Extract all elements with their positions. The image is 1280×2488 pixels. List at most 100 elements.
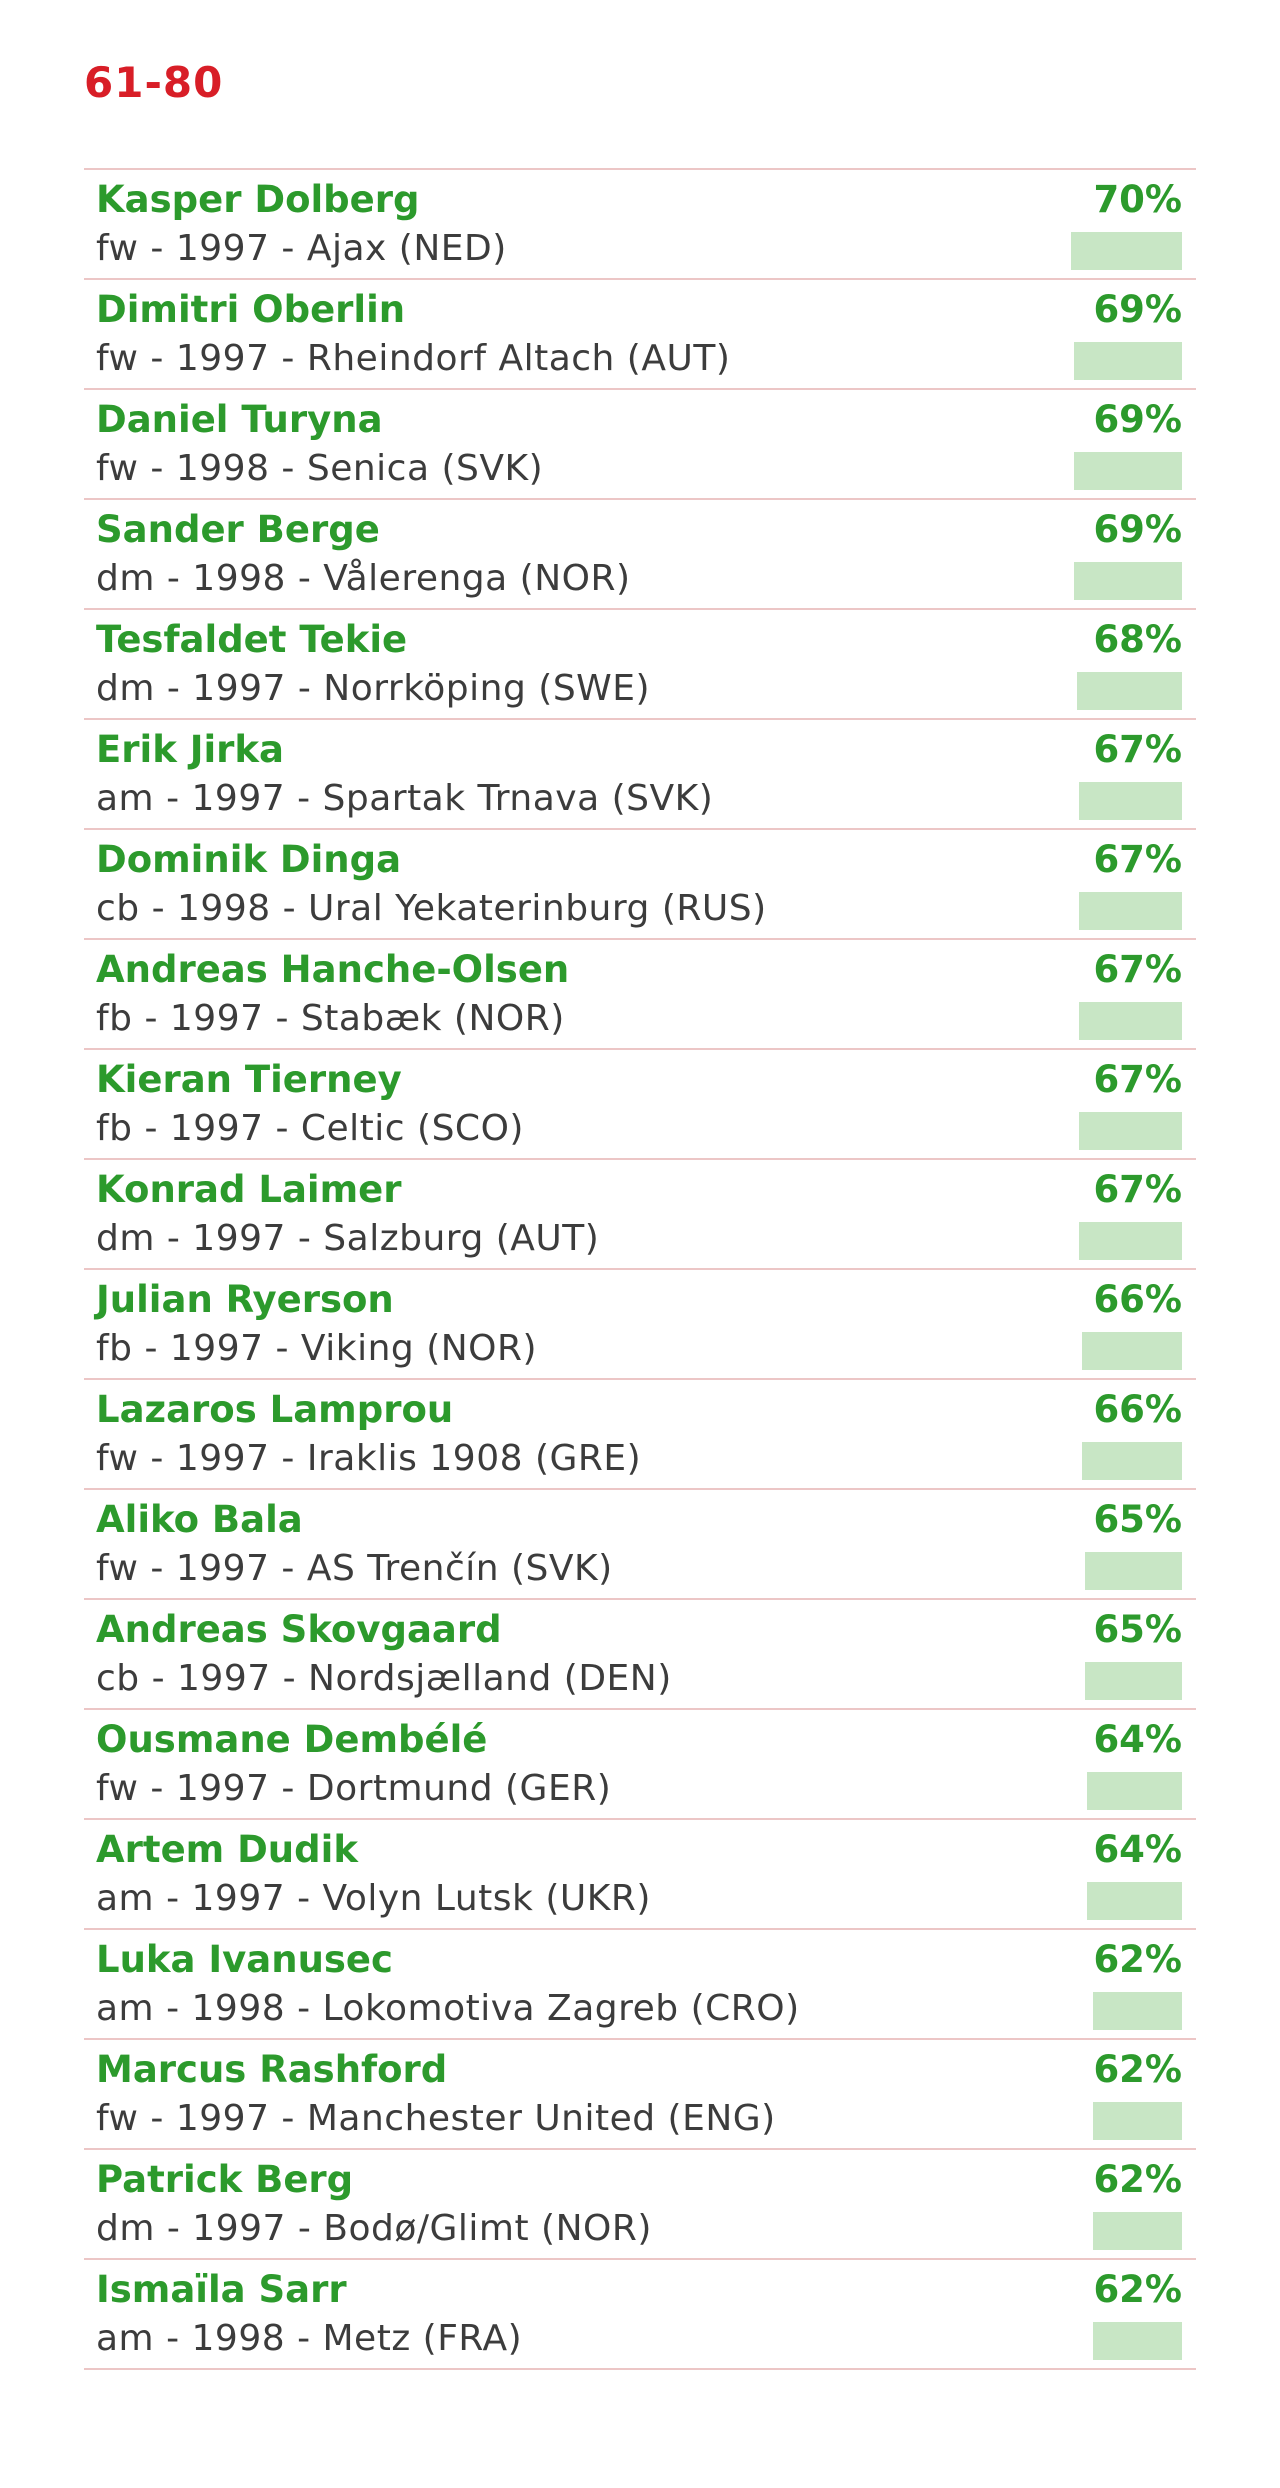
player-name: Artem Dudik bbox=[96, 1828, 358, 1871]
player-detail: fw - 1997 - AS Trenčín (SVK) bbox=[96, 1548, 613, 1589]
player-detail: fw - 1997 - Manchester United (ENG) bbox=[96, 2098, 776, 2139]
player-name: Kasper Dolberg bbox=[96, 178, 420, 221]
percentage-label: 70% bbox=[1093, 178, 1182, 221]
percentage-bar bbox=[1093, 2322, 1182, 2360]
player-row: Patrick Berg dm - 1997 - Bodø/Glimt (NOR)… bbox=[84, 2150, 1196, 2260]
player-row: Artem Dudik am - 1997 - Volyn Lutsk (UKR)… bbox=[84, 1820, 1196, 1930]
player-row: Andreas Hanche-Olsen fb - 1997 - Stabæk (… bbox=[84, 940, 1196, 1050]
player-name: Andreas Hanche-Olsen bbox=[96, 948, 570, 991]
player-row: Marcus Rashford fw - 1997 - Manchester Un… bbox=[84, 2040, 1196, 2150]
percentage-label: 65% bbox=[1093, 1498, 1182, 1541]
percentage-bar bbox=[1079, 892, 1182, 930]
player-row: Luka Ivanusec am - 1998 - Lokomotiva Zagr… bbox=[84, 1930, 1196, 2040]
percentage-label: 68% bbox=[1093, 618, 1182, 661]
player-detail: am - 1998 - Lokomotiva Zagreb (CRO) bbox=[96, 1988, 800, 2029]
player-detail: fw - 1998 - Senica (SVK) bbox=[96, 448, 544, 489]
player-name: Konrad Laimer bbox=[96, 1168, 402, 1211]
player-name: Erik Jirka bbox=[96, 728, 284, 771]
player-detail: fw - 1997 - Iraklis 1908 (GRE) bbox=[96, 1438, 642, 1479]
percentage-label: 64% bbox=[1093, 1828, 1182, 1871]
player-name: Dominik Dinga bbox=[96, 838, 402, 881]
player-detail: fb - 1997 - Celtic (SCO) bbox=[96, 1108, 524, 1149]
percentage-bar bbox=[1079, 1002, 1182, 1040]
player-name: Patrick Berg bbox=[96, 2158, 354, 2201]
percentage-bar bbox=[1085, 1662, 1182, 1700]
percentage-label: 69% bbox=[1093, 508, 1182, 551]
player-detail: fb - 1997 - Viking (NOR) bbox=[96, 1328, 538, 1369]
player-detail: fw - 1997 - Ajax (NED) bbox=[96, 228, 507, 269]
player-detail: am - 1997 - Volyn Lutsk (UKR) bbox=[96, 1878, 651, 1919]
percentage-label: 65% bbox=[1093, 1608, 1182, 1651]
percentage-bar bbox=[1082, 1332, 1182, 1370]
player-row: Kieran Tierney fb - 1997 - Celtic (SCO) 67… bbox=[84, 1050, 1196, 1160]
player-row: Aliko Bala fw - 1997 - AS Trenčín (SVK) 65… bbox=[84, 1490, 1196, 1600]
percentage-label: 62% bbox=[1093, 2048, 1182, 2091]
player-detail: fw - 1997 - Dortmund (GER) bbox=[96, 1768, 612, 1809]
percentage-bar bbox=[1079, 1112, 1182, 1150]
player-row: Andreas Skovgaard cb - 1997 - Nordsjællan… bbox=[84, 1600, 1196, 1710]
player-name: Julian Ryerson bbox=[96, 1278, 394, 1321]
player-row: Ousmane Dembélé fw - 1997 - Dortmund (GER… bbox=[84, 1710, 1196, 1820]
player-row: Sander Berge dm - 1998 - Vålerenga (NOR) 6… bbox=[84, 500, 1196, 610]
percentage-bar bbox=[1071, 232, 1182, 270]
percentage-bar bbox=[1074, 342, 1182, 380]
percentage-label: 66% bbox=[1093, 1388, 1182, 1431]
player-detail: dm - 1997 - Salzburg (AUT) bbox=[96, 1218, 600, 1259]
percentage-bar bbox=[1093, 1992, 1182, 2030]
section-title: 61-80 bbox=[84, 58, 224, 107]
player-row: Ismaïla Sarr am - 1998 - Metz (FRA) 62% bbox=[84, 2260, 1196, 2370]
player-name: Aliko Bala bbox=[96, 1498, 303, 1541]
player-row: Dimitri Oberlin fw - 1997 - Rheindorf Alt… bbox=[84, 280, 1196, 390]
player-row: Tesfaldet Tekie dm - 1997 - Norrköping (S… bbox=[84, 610, 1196, 720]
player-detail: dm - 1997 - Norrköping (SWE) bbox=[96, 668, 651, 709]
player-row: Julian Ryerson fb - 1997 - Viking (NOR) 66… bbox=[84, 1270, 1196, 1380]
percentage-bar bbox=[1093, 2212, 1182, 2250]
percentage-label: 62% bbox=[1093, 2268, 1182, 2311]
player-row: Daniel Turyna fw - 1998 - Senica (SVK) 69% bbox=[84, 390, 1196, 500]
percentage-label: 67% bbox=[1093, 838, 1182, 881]
player-detail: fb - 1997 - Stabæk (NOR) bbox=[96, 998, 565, 1039]
percentage-bar bbox=[1074, 452, 1182, 490]
player-detail: fw - 1997 - Rheindorf Altach (AUT) bbox=[96, 338, 731, 379]
player-row: Konrad Laimer dm - 1997 - Salzburg (AUT) 6… bbox=[84, 1160, 1196, 1270]
percentage-bar bbox=[1082, 1442, 1182, 1480]
percentage-label: 67% bbox=[1093, 728, 1182, 771]
player-name: Luka Ivanusec bbox=[96, 1938, 393, 1981]
player-name: Tesfaldet Tekie bbox=[96, 618, 408, 661]
player-name: Kieran Tierney bbox=[96, 1058, 402, 1101]
percentage-label: 62% bbox=[1093, 2158, 1182, 2201]
player-detail: cb - 1997 - Nordsjælland (DEN) bbox=[96, 1658, 672, 1699]
player-name: Lazaros Lamprou bbox=[96, 1388, 454, 1431]
player-name: Ousmane Dembélé bbox=[96, 1718, 488, 1761]
player-name: Ismaïla Sarr bbox=[96, 2268, 347, 2311]
percentage-bar bbox=[1074, 562, 1182, 600]
percentage-label: 69% bbox=[1093, 288, 1182, 331]
percentage-label: 64% bbox=[1093, 1718, 1182, 1761]
player-name: Dimitri Oberlin bbox=[96, 288, 406, 331]
player-name: Marcus Rashford bbox=[96, 2048, 448, 2091]
player-detail: cb - 1998 - Ural Yekaterinburg (RUS) bbox=[96, 888, 767, 929]
percentage-bar bbox=[1077, 672, 1182, 710]
percentage-label: 67% bbox=[1093, 948, 1182, 991]
percentage-bar bbox=[1093, 2102, 1182, 2140]
percentage-label: 62% bbox=[1093, 1938, 1182, 1981]
player-name: Sander Berge bbox=[96, 508, 380, 551]
percentage-label: 67% bbox=[1093, 1058, 1182, 1101]
percentage-bar bbox=[1085, 1552, 1182, 1590]
percentage-bar bbox=[1087, 1882, 1182, 1920]
percentage-bar bbox=[1087, 1772, 1182, 1810]
player-row: Erik Jirka am - 1997 - Spartak Trnava (SV… bbox=[84, 720, 1196, 830]
player-row: Dominik Dinga cb - 1998 - Ural Yekaterinb… bbox=[84, 830, 1196, 940]
player-name: Daniel Turyna bbox=[96, 398, 383, 441]
player-detail: am - 1997 - Spartak Trnava (SVK) bbox=[96, 778, 714, 819]
player-list: Kasper Dolberg fw - 1997 - Ajax (NED) 70% D… bbox=[84, 168, 1196, 2370]
player-row: Kasper Dolberg fw - 1997 - Ajax (NED) 70% bbox=[84, 170, 1196, 280]
percentage-label: 69% bbox=[1093, 398, 1182, 441]
player-detail: am - 1998 - Metz (FRA) bbox=[96, 2318, 523, 2359]
player-row: Lazaros Lamprou fw - 1997 - Iraklis 1908 … bbox=[84, 1380, 1196, 1490]
player-detail: dm - 1998 - Vålerenga (NOR) bbox=[96, 558, 631, 599]
percentage-bar bbox=[1079, 1222, 1182, 1260]
player-name: Andreas Skovgaard bbox=[96, 1608, 502, 1651]
player-detail: dm - 1997 - Bodø/Glimt (NOR) bbox=[96, 2208, 652, 2249]
